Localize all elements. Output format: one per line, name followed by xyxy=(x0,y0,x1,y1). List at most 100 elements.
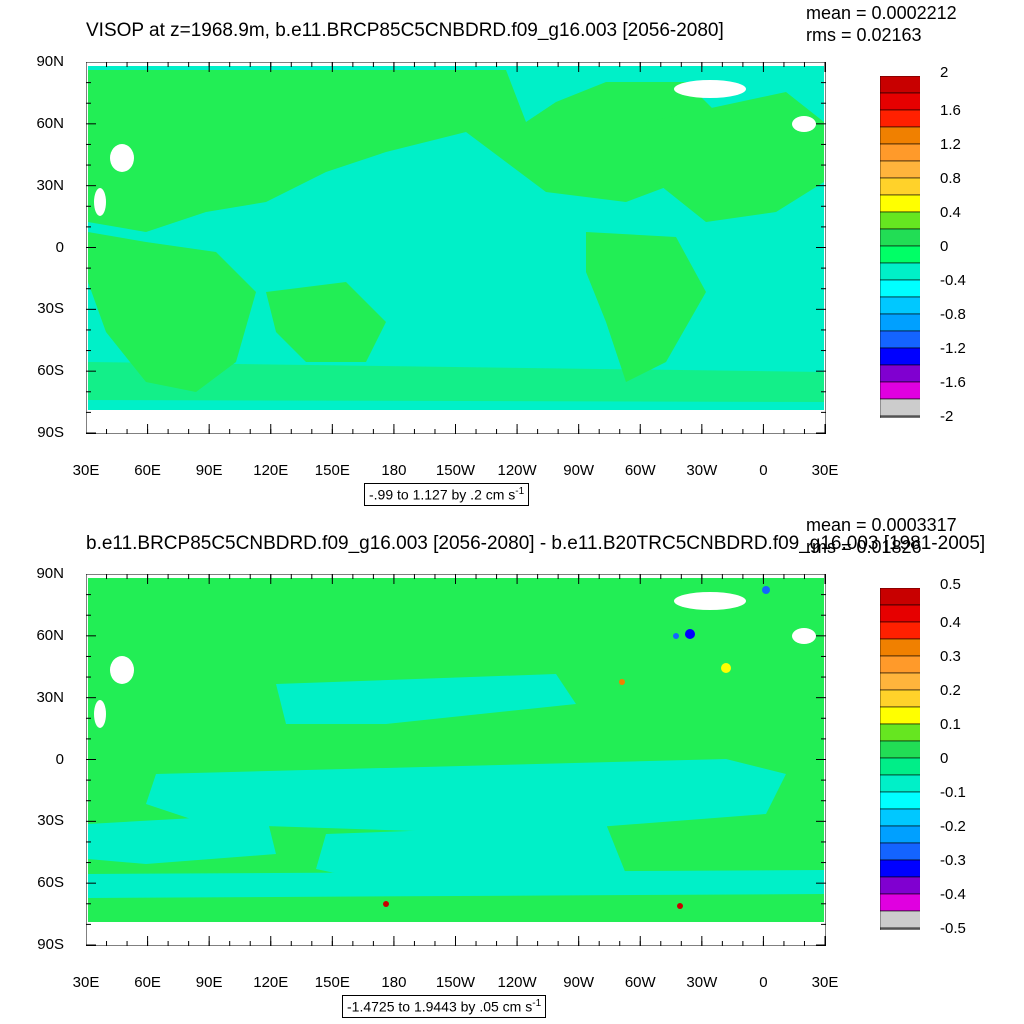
colorbar-label: 0.2 xyxy=(940,682,961,699)
colorbar-box xyxy=(880,791,920,810)
colorbar-box xyxy=(880,825,920,844)
colorbar-box xyxy=(880,279,920,298)
lon-label: 150E xyxy=(314,462,350,479)
colorbar-box xyxy=(880,604,920,623)
colorbar-box xyxy=(880,621,920,640)
panel1-missing-baltic xyxy=(792,116,816,132)
colorbar-box xyxy=(880,415,920,418)
lon-label: 120E xyxy=(253,462,289,479)
lon-label: 0 xyxy=(759,974,768,991)
colorbar-box xyxy=(880,381,920,400)
colorbar-box xyxy=(880,262,920,281)
lat-label: 30S xyxy=(37,812,64,830)
colorbar-box xyxy=(880,76,920,94)
panel1-title: VISOP at z=1968.9m, b.e11.BRCP85C5CNBDRD… xyxy=(86,20,724,41)
colorbar-box xyxy=(880,672,920,691)
panel1-colorbar xyxy=(880,76,920,418)
colorbar-label: 0 xyxy=(940,750,949,767)
lon-label: 30E xyxy=(72,462,100,479)
lon-label: 180 xyxy=(381,462,407,479)
lon-label: 30W xyxy=(686,974,718,991)
colorbar-box xyxy=(880,211,920,230)
colorbar-box xyxy=(880,160,920,179)
panel1-range-box: -.99 to 1.127 by .2 cm s-1 xyxy=(364,483,530,506)
lon-label: 60E xyxy=(134,462,161,479)
colorbar-label: -0.4 xyxy=(940,272,966,289)
panel1-africa-region xyxy=(88,232,256,392)
colorbar-label: 2 xyxy=(940,64,949,81)
colorbar-label: -0.5 xyxy=(940,920,966,937)
colorbar-label: -0.4 xyxy=(940,886,966,903)
lon-label: 90W xyxy=(563,462,595,479)
lon-label: 60W xyxy=(624,974,656,991)
colorbar-box xyxy=(880,638,920,657)
colorbar-box xyxy=(880,245,920,264)
panel1-missing-caspian xyxy=(110,144,134,172)
colorbar-box xyxy=(880,364,920,383)
panel2-missing-redsea xyxy=(94,700,106,728)
panel2-range-sup: -1 xyxy=(532,998,542,1009)
colorbar-box xyxy=(880,842,920,861)
panel2-spot-blue2 xyxy=(673,633,679,639)
panel2-spot-orange xyxy=(619,679,625,685)
panel1-mean: mean = 0.0002212 xyxy=(806,3,957,23)
lon-label: 120W xyxy=(497,974,537,991)
panel1-missing-redsea xyxy=(94,188,106,216)
lon-label: 120W xyxy=(497,462,537,479)
colorbar-box xyxy=(880,859,920,878)
lat-label: 60S xyxy=(37,874,64,892)
panel1-north-america-region xyxy=(646,92,824,222)
lat-label: 60N xyxy=(36,114,64,132)
panel2-tropical-band xyxy=(146,759,786,834)
panel2-spot-arctic xyxy=(762,586,770,594)
colorbar-label: -0.3 xyxy=(940,852,966,869)
lat-label: 90N xyxy=(36,53,64,70)
panel2-colorbar xyxy=(880,588,920,930)
panel1-ticks xyxy=(86,62,826,434)
lon-label: 0 xyxy=(759,462,768,479)
colorbar-label: 0.4 xyxy=(940,614,961,631)
panel2-range-text: -1.4725 to 1.9443 by .05 cm s xyxy=(347,998,533,1015)
lon-label: 30W xyxy=(686,462,718,479)
colorbar-box xyxy=(880,126,920,145)
panel2-indian-band xyxy=(88,814,276,864)
lat-label: 0 xyxy=(55,238,64,256)
colorbar-box xyxy=(880,194,920,213)
lon-label: 90W xyxy=(563,974,595,991)
colorbar-box xyxy=(880,92,920,111)
lat-label: 0 xyxy=(55,750,64,768)
colorbar-label: -1.6 xyxy=(940,374,966,391)
colorbar-label: -1.2 xyxy=(940,340,966,357)
colorbar-box xyxy=(880,774,920,793)
panel2-missing-greenland xyxy=(674,592,746,610)
panel2-spot-red xyxy=(383,901,389,907)
colorbar-box xyxy=(880,689,920,708)
panel2-rms: rms = 0.01826 xyxy=(806,537,922,557)
panel2-missing-baltic xyxy=(792,628,816,644)
colorbar-box xyxy=(880,398,920,417)
colorbar-label: -0.2 xyxy=(940,818,966,835)
panel2-spot-blue xyxy=(685,629,695,639)
panel1-zero-regions xyxy=(88,70,824,402)
colorbar-label: 0 xyxy=(940,238,949,255)
colorbar-box xyxy=(880,313,920,332)
panel1-south-america-region xyxy=(586,232,706,382)
lat-label: 90N xyxy=(36,565,64,582)
colorbar-label: -2 xyxy=(940,408,954,425)
panel2-spot-yellow xyxy=(721,663,731,673)
panel1-asia-region xyxy=(88,70,726,232)
colorbar-box xyxy=(880,228,920,247)
panel1-rms: rms = 0.02163 xyxy=(806,25,922,45)
colorbar-box xyxy=(880,876,920,895)
panel2-negative-regions xyxy=(88,674,824,898)
colorbar-label: 1.2 xyxy=(940,136,961,153)
colorbar-box xyxy=(880,893,920,912)
colorbar-box xyxy=(880,910,920,929)
colorbar-box xyxy=(880,143,920,162)
colorbar-box xyxy=(880,177,920,196)
panel2-mean: mean = 0.0003317 xyxy=(806,515,957,535)
lon-label: 150E xyxy=(314,974,350,991)
panel2-title: b.e11.BRCP85C5CNBDRD.f09_g16.003 [2056-2… xyxy=(86,533,986,554)
lon-label: 60E xyxy=(134,974,161,991)
colorbar-label: 0.1 xyxy=(940,716,961,733)
